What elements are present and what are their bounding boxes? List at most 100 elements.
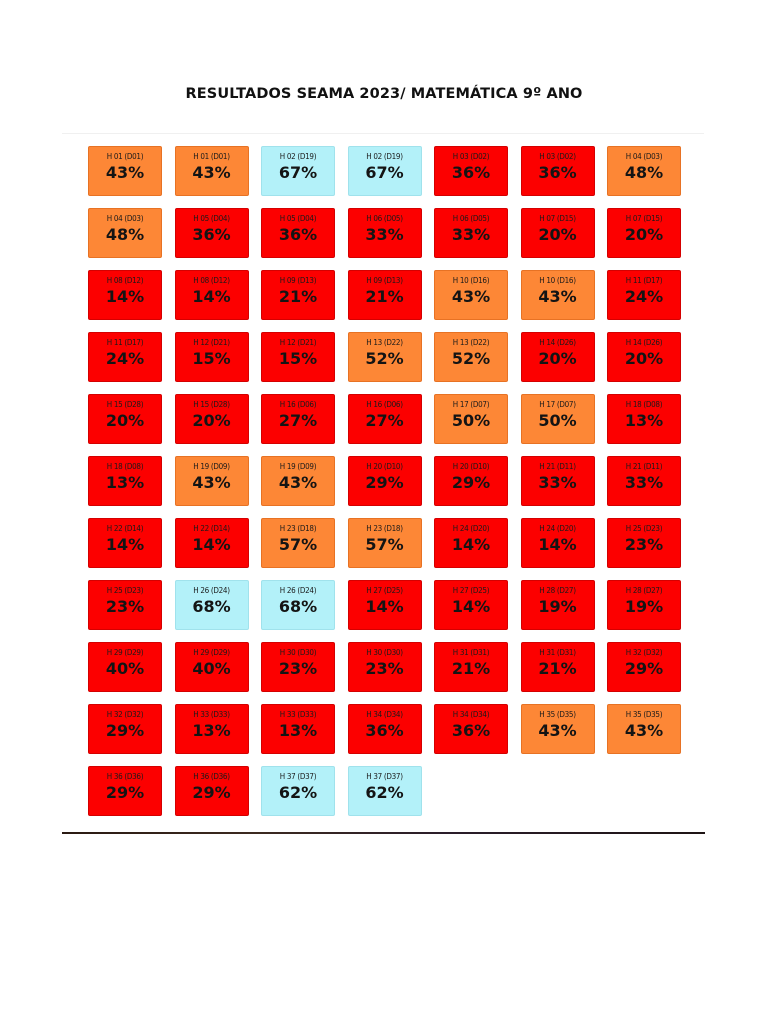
score-percentage: 48% xyxy=(105,225,145,244)
score-percentage: 33% xyxy=(365,225,404,244)
skill-code: H 37 (D37) xyxy=(366,772,403,781)
result-cell: H 19 (D09) 43% xyxy=(261,456,335,506)
results-grid: H 01 (D01) 43% H 01 (D01) 43% H 02 (D19) 67% H… xyxy=(88,146,684,816)
result-cell: H 04 (D03) 48% xyxy=(607,146,681,196)
skill-code: H 11 (D17) xyxy=(106,338,144,347)
skill-code: H 01 (D01) xyxy=(193,152,230,161)
score-percentage: 29% xyxy=(624,659,664,678)
score-percentage: 52% xyxy=(365,349,404,368)
result-cell: H 34 (D34) 36% xyxy=(434,704,508,754)
skill-code: H 36 (D36) xyxy=(193,772,230,781)
score-percentage: 29% xyxy=(365,473,404,492)
score-percentage: 43% xyxy=(105,163,145,182)
skill-code: H 22 (D14) xyxy=(106,524,144,533)
score-percentage: 36% xyxy=(538,163,577,182)
result-cell: H 31 (D31) 21% xyxy=(434,642,508,692)
score-percentage: 33% xyxy=(538,473,577,492)
skill-code: H 32 (D32) xyxy=(625,648,663,657)
score-percentage: 14% xyxy=(365,597,404,616)
result-cell: H 06 (D05) 33% xyxy=(347,208,422,258)
result-cell: H 12 (D21) 15% xyxy=(261,332,335,382)
result-cell: H 18 (D08) 13% xyxy=(607,394,681,444)
result-cell: H 10 (D16) 43% xyxy=(434,270,508,320)
skill-code: H 08 (D12) xyxy=(193,276,230,285)
skill-code: H 17 (D07) xyxy=(452,400,490,409)
skill-code: H 37 (D37) xyxy=(279,772,317,781)
skill-code: H 32 (D32) xyxy=(106,710,144,719)
score-percentage: 43% xyxy=(278,473,318,492)
result-cell: H 27 (D25) 14% xyxy=(434,580,508,630)
score-percentage: 14% xyxy=(192,535,231,554)
skill-code: H 14 (D26) xyxy=(539,338,576,347)
score-percentage: 68% xyxy=(278,597,318,616)
score-percentage: 13% xyxy=(192,721,231,740)
skill-code: H 29 (D29) xyxy=(106,648,144,657)
result-cell: H 30 (D30) 23% xyxy=(347,642,422,692)
score-percentage: 14% xyxy=(451,597,491,616)
result-cell: H 04 (D03) 48% xyxy=(88,208,162,258)
skill-code: H 26 (D24) xyxy=(193,586,230,595)
result-cell: H 02 (D19) 67% xyxy=(261,146,335,196)
score-percentage: 52% xyxy=(451,349,491,368)
skill-code: H 28 (D27) xyxy=(539,586,576,595)
result-cell: H 14 (D26) 20% xyxy=(607,332,681,382)
score-percentage: 19% xyxy=(538,597,577,616)
score-percentage: 68% xyxy=(192,597,231,616)
score-percentage: 48% xyxy=(624,163,664,182)
score-percentage: 24% xyxy=(624,287,664,306)
skill-code: H 21 (D11) xyxy=(539,462,576,471)
skill-code: H 24 (D20) xyxy=(452,524,490,533)
skill-code: H 25 (D23) xyxy=(625,524,663,533)
skill-code: H 03 (D02) xyxy=(452,152,490,161)
result-cell: H 08 (D12) 14% xyxy=(88,270,162,320)
score-percentage: 14% xyxy=(105,535,145,554)
skill-code: H 02 (D19) xyxy=(366,152,403,161)
result-cell: H 17 (D07) 50% xyxy=(434,394,508,444)
skill-code: H 35 (D35) xyxy=(539,710,576,719)
result-cell: H 31 (D31) 21% xyxy=(520,642,595,692)
score-percentage: 29% xyxy=(451,473,491,492)
result-cell: H 32 (D32) 29% xyxy=(607,642,681,692)
score-percentage: 43% xyxy=(192,473,231,492)
result-cell: H 03 (D02) 36% xyxy=(434,146,508,196)
skill-code: H 29 (D29) xyxy=(193,648,230,657)
result-cell: H 16 (D06) 27% xyxy=(347,394,422,444)
score-percentage: 29% xyxy=(192,783,231,802)
skill-code: H 33 (D33) xyxy=(193,710,230,719)
top-divider xyxy=(62,133,704,134)
skill-code: H 26 (D24) xyxy=(279,586,317,595)
skill-code: H 13 (D22) xyxy=(452,338,490,347)
result-cell: H 29 (D29) 40% xyxy=(174,642,249,692)
result-cell: H 23 (D18) 57% xyxy=(261,518,335,568)
score-percentage: 27% xyxy=(278,411,318,430)
score-percentage: 14% xyxy=(451,535,491,554)
score-percentage: 23% xyxy=(278,659,318,678)
skill-code: H 34 (D34) xyxy=(366,710,403,719)
skill-code: H 27 (D25) xyxy=(452,586,490,595)
result-cell: H 09 (D13) 21% xyxy=(347,270,422,320)
result-cell: H 24 (D20) 14% xyxy=(434,518,508,568)
result-cell: H 17 (D07) 50% xyxy=(520,394,595,444)
score-percentage: 21% xyxy=(451,659,491,678)
bottom-divider xyxy=(62,832,705,834)
score-percentage: 43% xyxy=(192,163,231,182)
result-cell: H 12 (D21) 15% xyxy=(174,332,249,382)
skill-code: H 13 (D22) xyxy=(366,338,403,347)
score-percentage: 50% xyxy=(538,411,577,430)
skill-code: H 20 (D10) xyxy=(452,462,490,471)
result-cell: H 34 (D34) 36% xyxy=(347,704,422,754)
score-percentage: 23% xyxy=(105,597,145,616)
result-cell: H 06 (D05) 33% xyxy=(434,208,508,258)
skill-code: H 24 (D20) xyxy=(539,524,576,533)
result-cell: H 28 (D27) 19% xyxy=(520,580,595,630)
result-cell: H 07 (D15) 20% xyxy=(607,208,681,258)
result-cell: H 20 (D10) 29% xyxy=(347,456,422,506)
score-percentage: 20% xyxy=(538,349,577,368)
skill-code: H 22 (D14) xyxy=(193,524,230,533)
result-cell: H 23 (D18) 57% xyxy=(347,518,422,568)
result-cell: H 19 (D09) 43% xyxy=(174,456,249,506)
score-percentage: 14% xyxy=(192,287,231,306)
skill-code: H 30 (D30) xyxy=(279,648,317,657)
score-percentage: 43% xyxy=(538,721,577,740)
skill-code: H 12 (D21) xyxy=(279,338,317,347)
